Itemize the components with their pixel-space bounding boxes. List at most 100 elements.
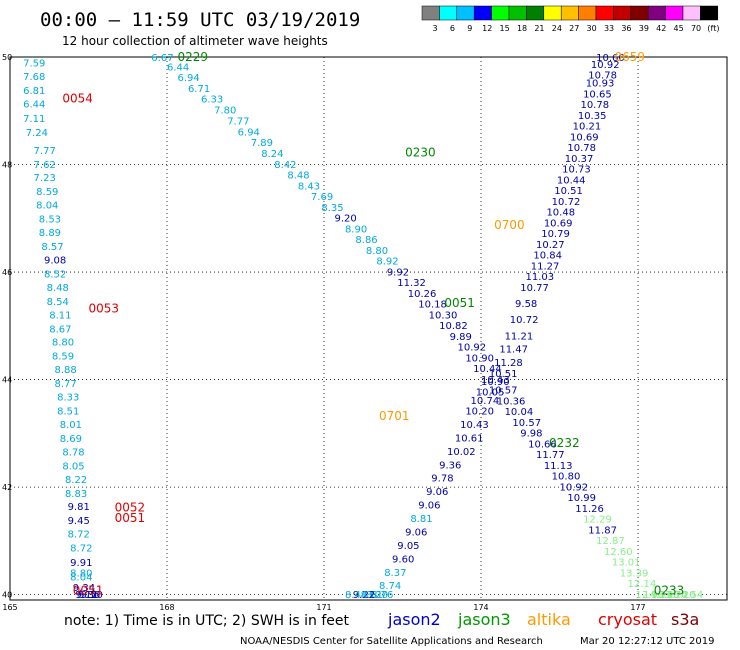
swh-value: 10.79 [541, 229, 570, 240]
swh-value: 12.14 [628, 579, 657, 590]
swh-value: 8.78 [62, 447, 84, 458]
pass-time-label: 0052 [115, 500, 146, 514]
x-tick-label: 165 [2, 603, 17, 612]
legend-swatch [456, 5, 475, 21]
swh-value: 9.45 [68, 516, 90, 527]
swh-value: 8.01 [60, 420, 82, 431]
swh-value: 10.65 [583, 89, 612, 100]
satellite-legend: jason2 jason3 altika cryosat s3a [387, 610, 699, 629]
swh-value: 8.77 [54, 379, 76, 390]
legend-swatch [473, 5, 492, 21]
swh-value: 13.48 [651, 590, 680, 601]
swh-value: 10.66 [528, 439, 557, 450]
swh-values: 7.59 7.68 6.81 6.44 7.11 7.24 7.77 7.62 7.23 8.59… [23, 53, 703, 601]
pass-time-label: 0054 [62, 92, 93, 106]
legend-swatch [665, 5, 684, 21]
pass-time-label: 0700 [494, 218, 525, 232]
swh-value: 8.80 [70, 568, 92, 579]
grid-lines [10, 57, 727, 600]
swh-value: 9.05 [397, 541, 419, 552]
swh-value: 6.44 [23, 100, 45, 111]
swh-value: 12.96 [635, 590, 664, 601]
swh-value: 11.27 [531, 261, 560, 272]
swh-value: 6.94 [177, 73, 199, 84]
swh-value: 10.61 [455, 433, 484, 444]
swh-value: 10.36 [497, 396, 526, 407]
swh-value: 8.72 [70, 544, 92, 555]
swh-value: 9.36 [439, 460, 461, 471]
swh-value: 14.31 [643, 590, 672, 601]
swh-value: 9.22 [353, 590, 375, 601]
swh-value: 8.35 [321, 203, 343, 214]
swh-value: 8.51 [57, 407, 79, 418]
legend-label: 3 [433, 24, 438, 33]
legend-swatch [682, 5, 701, 21]
swh-value: 8.24 [261, 149, 283, 160]
swh-value: 8.80 [366, 246, 388, 257]
swh-value: 11.28 [494, 358, 523, 369]
swh-value: 10.92 [591, 60, 620, 71]
pass-time-label: 0233 [654, 584, 685, 598]
legend-label: 70 [691, 24, 701, 33]
swh-value: 8.11 [49, 310, 71, 321]
legend-label: 33 [604, 24, 614, 33]
chart-subtitle: 12 hour collection of altimeter wave hei… [62, 34, 328, 48]
pass-time-label: 0051 [73, 584, 104, 598]
pass-time-label: 0051 [444, 296, 475, 310]
swh-value: 9.34 [73, 583, 95, 594]
swh-value: 9.81 [68, 502, 90, 513]
swh-value: 8.76 [371, 590, 393, 601]
swh-value: 11.32 [397, 278, 426, 289]
x-tick-label: 174 [473, 603, 488, 612]
pass-time-label: 0232 [549, 436, 580, 450]
swh-value: 11.13 [544, 461, 573, 472]
satellite-altika: altika [527, 610, 571, 629]
swh-value: 8.59 [36, 187, 58, 198]
y-tick-label: 44 [2, 376, 12, 385]
swh-value: 7.24 [26, 128, 48, 139]
swh-value: 10.78 [567, 143, 596, 154]
legend-label: 30 [587, 24, 597, 33]
swh-value: 10.04 [505, 407, 534, 418]
legend-label: 42 [656, 24, 666, 33]
swh-value: 7.74 [75, 590, 97, 601]
swh-value: 10.02 [447, 447, 476, 458]
legend-swatch [647, 5, 666, 21]
swh-value: 8.90 [345, 224, 367, 235]
swh-value: 10.57 [512, 418, 541, 429]
legend-swatch [595, 5, 614, 21]
legend-swatch [560, 5, 579, 21]
swh-value: 10.21 [573, 122, 602, 133]
swh-value: 10.72 [552, 197, 581, 208]
legend-swatch [421, 5, 440, 21]
swh-value: 8.04 [36, 201, 58, 212]
swh-value: 10.78 [588, 71, 617, 82]
swh-value: 10.44 [473, 364, 502, 375]
swh-value: 9.06 [405, 527, 427, 538]
swh-value: 8.57 [41, 242, 63, 253]
legend-label: 9 [467, 24, 472, 33]
footer-note: note: 1) Time is in UTC; 2) SWH is in fe… [64, 613, 350, 629]
y-tick-label: 46 [2, 268, 12, 277]
swh-value: 11.21 [505, 331, 534, 342]
y-tick-label: 48 [2, 161, 12, 170]
satellite-jason2: jason2 [387, 610, 441, 629]
legend-label: 27 [569, 24, 579, 33]
swh-value: 10.20 [465, 407, 494, 418]
pass-time-label: 0230 [405, 145, 436, 159]
swh-value: 10.99 [567, 493, 596, 504]
y-tick-label: 50 [2, 53, 12, 62]
legend-swatch [439, 5, 458, 21]
swh-value: 9.06 [426, 487, 448, 498]
swh-value: 8.48 [47, 283, 69, 294]
swh-value: 8.67 [49, 324, 71, 335]
swh-value: 8.52 [44, 269, 66, 280]
swh-value: 12.29 [583, 515, 612, 526]
y-tick-label: 42 [2, 483, 12, 492]
swh-value: 9.78 [431, 474, 453, 485]
swh-value: 10.69 [570, 132, 599, 143]
swh-value: 8.69 [60, 434, 82, 445]
swh-value: 10.93 [586, 79, 615, 90]
legend-label: 15 [500, 24, 510, 33]
swh-value: 7.11 [23, 114, 45, 125]
